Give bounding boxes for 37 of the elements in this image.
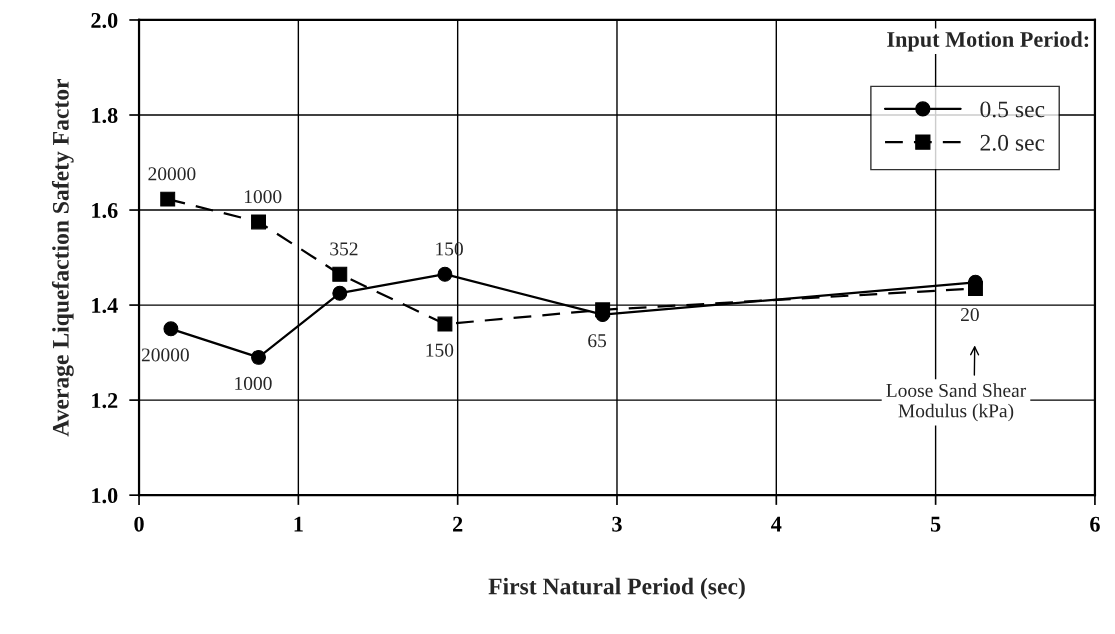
y-tick-label: 1.6 bbox=[92, 203, 118, 219]
annotation: 20 bbox=[961, 307, 979, 322]
x-axis-title: First Natural Period (sec) bbox=[488, 577, 745, 600]
x-tick-label: 3 bbox=[612, 516, 622, 532]
point bbox=[332, 266, 348, 282]
annotation: 1000 bbox=[244, 190, 282, 204]
point bbox=[595, 302, 611, 318]
x-tick-label: 2 bbox=[453, 516, 463, 532]
x-tick-label: 5 bbox=[930, 516, 941, 532]
y-axis-title: Average Liquefaction Safety Factor bbox=[51, 78, 74, 437]
y-tick-label: 1.0 bbox=[92, 488, 118, 504]
x-tick-label: 6 bbox=[1090, 516, 1100, 532]
point bbox=[437, 266, 453, 282]
point bbox=[251, 214, 266, 230]
annotation: 1000 bbox=[235, 376, 272, 390]
x-tick-label: 0 bbox=[134, 516, 144, 532]
annotation: 65 bbox=[588, 334, 607, 348]
x-tick-label: 4 bbox=[771, 516, 782, 532]
point bbox=[332, 285, 348, 301]
annotation: 150 bbox=[426, 343, 454, 357]
point bbox=[160, 191, 176, 207]
legend-label: 2.0 sec bbox=[980, 134, 1045, 151]
point bbox=[437, 316, 453, 332]
y-tick-label: 1.8 bbox=[92, 107, 118, 124]
y-tick-label: 1.4 bbox=[92, 298, 118, 314]
annotation: 20000 bbox=[141, 348, 189, 362]
legend-label: 0.5 sec bbox=[980, 101, 1045, 118]
y-tick-label: 1.2 bbox=[92, 393, 118, 409]
annotation: Loose Sand Shear Modulus (kPa) bbox=[886, 383, 1027, 422]
y-tick-label: 2.0 bbox=[91, 12, 118, 28]
annotation: 20000 bbox=[148, 167, 196, 181]
annotation: 352 bbox=[330, 242, 358, 256]
point bbox=[251, 349, 266, 365]
point bbox=[967, 280, 983, 296]
point bbox=[163, 321, 179, 337]
x-tick-label: 1 bbox=[294, 516, 303, 532]
legend-title: Input Motion Period: bbox=[887, 31, 1089, 52]
